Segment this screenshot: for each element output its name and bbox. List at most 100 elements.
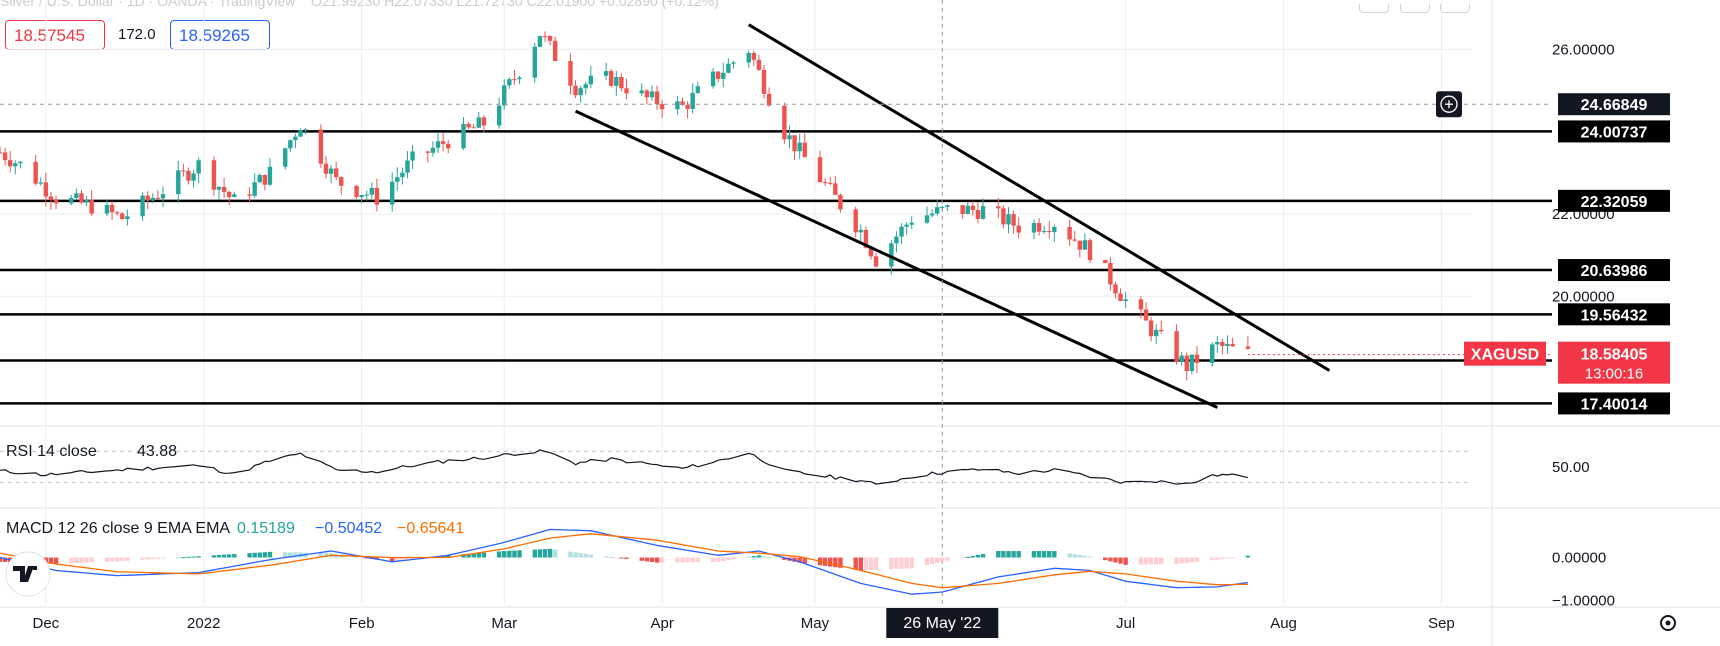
candle-up — [904, 224, 909, 227]
rsi-title: RSI 14 close — [6, 443, 97, 460]
candle-down — [873, 256, 879, 267]
macd-histogram-bar — [395, 557, 400, 562]
macd-histogram-bar — [644, 557, 650, 562]
macd-histogram-bar — [542, 549, 548, 558]
macd-histogram-bar — [446, 555, 451, 558]
candle-up — [400, 172, 405, 178]
symbol-badge — [1464, 341, 1546, 366]
candle-up — [603, 71, 609, 76]
candle-up — [1031, 222, 1037, 233]
macd-histogram-bar — [603, 556, 609, 558]
candle-down — [1047, 231, 1052, 233]
macd-histogram-bar — [889, 557, 894, 570]
macd-value: −0.50452 — [315, 520, 382, 537]
candle-down — [1245, 346, 1251, 349]
macd-histogram-bar — [1220, 557, 1225, 560]
macd-histogram-bar — [940, 557, 945, 562]
candle-up — [894, 236, 899, 244]
close-pane-button[interactable] — [1399, 4, 1430, 13]
macd-histogram-bar — [975, 554, 981, 558]
level-label: 20.63986 — [1581, 263, 1648, 280]
candle-down — [1159, 329, 1164, 332]
macd-histogram-bar — [1245, 555, 1251, 558]
bar-countdown-label: 13:00:16 — [1585, 366, 1643, 383]
macd-histogram-bar — [1108, 557, 1113, 562]
macd-histogram-bar — [1036, 551, 1042, 558]
candle-down — [547, 36, 553, 41]
candle-up — [1052, 226, 1057, 233]
macd-histogram-bar — [502, 551, 507, 558]
candle-up — [191, 173, 196, 181]
candle-down — [552, 40, 558, 61]
candle-down — [471, 127, 476, 129]
macd-histogram-bar — [114, 557, 120, 562]
candle-up — [980, 206, 986, 219]
candle-up — [614, 77, 619, 86]
macd-histogram-bar — [186, 556, 191, 558]
candle-up — [104, 204, 110, 214]
trend-channel — [574, 23, 1331, 409]
macd-histogram-bar — [828, 557, 833, 567]
spread-value: 172.0 — [118, 26, 156, 43]
macd-axis-label: −1.00000 — [1552, 593, 1615, 610]
candle-up — [578, 88, 583, 96]
macd-histogram-bar — [934, 557, 940, 563]
candle-down — [833, 183, 838, 195]
macd-histogram-bar — [1082, 555, 1088, 558]
candle-down — [262, 175, 268, 185]
price-labels: 24.0073722.3205920.6398619.5643218.44215… — [5, 91, 1670, 638]
macd-histogram-bar — [797, 557, 802, 563]
macd-histogram-bar — [863, 557, 869, 571]
candle-up — [858, 229, 863, 233]
gear-icon — [1660, 615, 1676, 631]
price-axis-label: 20.00000 — [1552, 288, 1615, 305]
macd-histogram-bar — [145, 557, 150, 560]
candle-down — [466, 123, 471, 128]
candle-down — [1001, 208, 1006, 225]
last-price-label: 18.58405 — [1581, 347, 1648, 364]
macd-histogram-bar — [675, 557, 680, 563]
candle-up — [965, 205, 970, 214]
price-axis-label: 26.00000 — [1552, 41, 1615, 58]
candle-down — [644, 90, 650, 98]
macd-histogram-bar — [822, 557, 828, 566]
plus-circle-icon — [1440, 95, 1458, 113]
macd-histogram-bar — [221, 554, 227, 558]
candle-down — [619, 77, 624, 89]
macd-histogram-bar — [507, 550, 512, 558]
crosshair-price-label: 24.66849 — [1581, 97, 1648, 114]
candle-down — [756, 59, 762, 70]
candle-down — [1108, 263, 1113, 285]
candle-up — [690, 92, 695, 109]
candle-down — [573, 85, 578, 96]
macd-histogram-bar — [904, 557, 909, 569]
time-axis-label: Feb — [349, 615, 375, 632]
candle-down — [446, 143, 451, 149]
macd-histogram-bar — [1159, 557, 1164, 565]
macd-histogram-bar — [858, 557, 863, 571]
macd-histogram-bar — [619, 557, 624, 559]
candle-down — [155, 197, 161, 199]
macd-histogram-bar — [440, 555, 446, 558]
macd-histogram-bar — [216, 554, 222, 558]
candle-down — [43, 182, 49, 197]
macd-histogram-bar — [588, 554, 594, 558]
candle-down — [227, 191, 232, 197]
candle-up — [405, 160, 410, 173]
time-axis-label: Aug — [1270, 615, 1297, 632]
macd-histogram-bar — [410, 557, 415, 560]
macd-histogram-bar — [659, 557, 665, 563]
collapse-pane-button[interactable] — [1359, 4, 1390, 13]
candle-down — [374, 188, 380, 205]
maximize-pane-button[interactable] — [1440, 4, 1470, 13]
candle-down — [1011, 214, 1016, 226]
candle-down — [79, 193, 84, 203]
macd-histogram-bar — [695, 557, 700, 563]
macd-histogram-bar — [1087, 556, 1093, 558]
macd-histogram-bar — [726, 557, 731, 561]
macd-histogram-bar — [476, 552, 481, 558]
buy-price-button[interactable]: 18.59265 — [170, 20, 270, 50]
candle-up — [899, 226, 904, 237]
macd-histogram-bar — [1118, 557, 1123, 564]
